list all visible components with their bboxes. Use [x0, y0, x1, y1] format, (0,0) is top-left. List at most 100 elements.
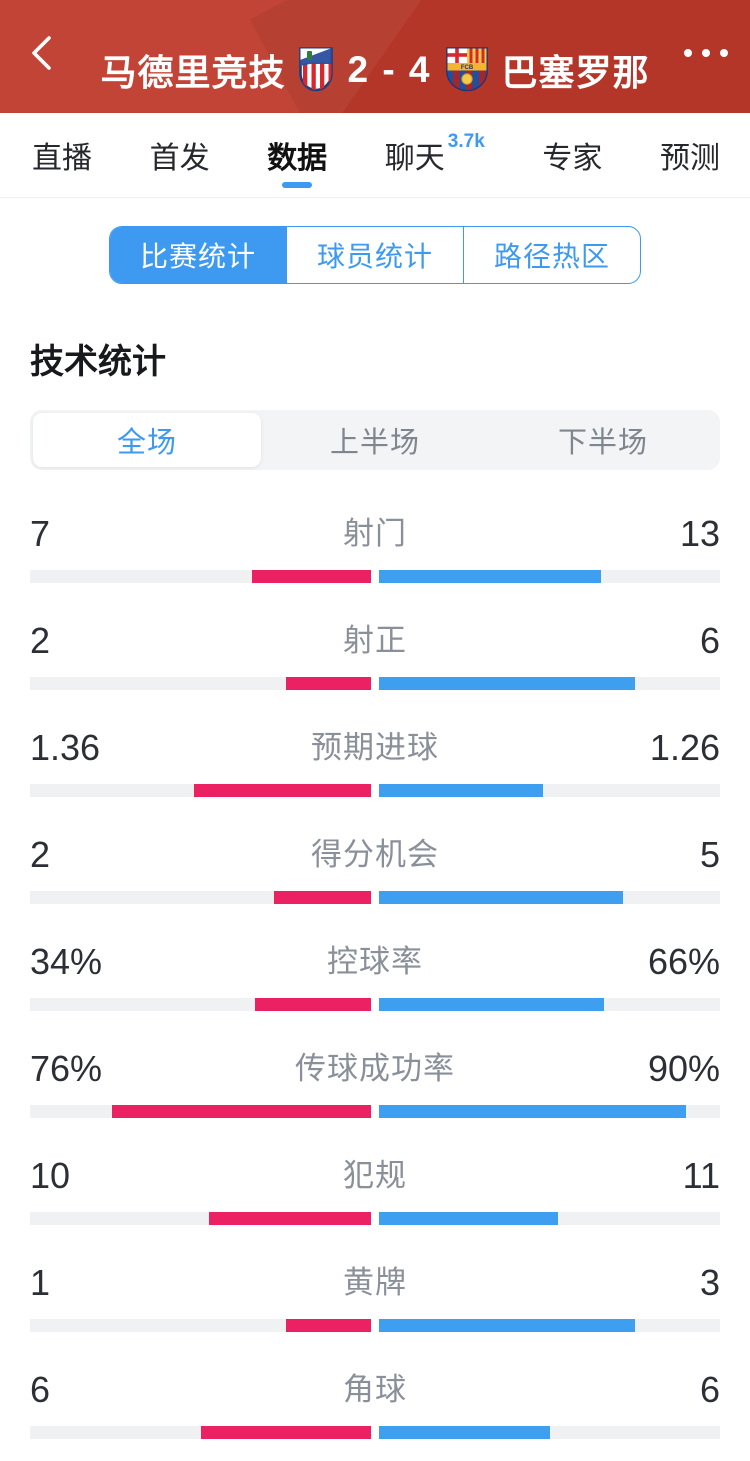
- tab-data[interactable]: 数据: [267, 113, 327, 197]
- away-bar-track: [379, 1319, 720, 1332]
- subtab-player-stats[interactable]: 球员统计: [286, 227, 463, 283]
- stat-values: 2 射正 6: [30, 619, 720, 663]
- home-bar-fill: [200, 1426, 371, 1439]
- home-bar-track: [30, 784, 371, 797]
- subtab-heatmap[interactable]: 路径热区: [463, 227, 640, 283]
- stat-row: 34% 控球率 66%: [30, 940, 720, 1011]
- away-bar-track: [379, 998, 720, 1011]
- stat-label: 传球成功率: [295, 1051, 455, 1086]
- home-bar-fill: [285, 1319, 371, 1332]
- stat-label: 预期进球: [311, 730, 439, 765]
- home-value: 1.36: [30, 727, 101, 768]
- away-value: 66%: [647, 941, 720, 982]
- period-second-half[interactable]: 下半场: [557, 427, 648, 459]
- back-button[interactable]: [24, 33, 58, 73]
- more-button[interactable]: [680, 33, 732, 73]
- tab-lineup[interactable]: 首发: [150, 113, 210, 197]
- home-value: 6: [30, 1369, 51, 1410]
- stat-row: 6 角球 6: [30, 1368, 720, 1439]
- away-bar-fill: [379, 1426, 550, 1439]
- away-value: 13: [679, 513, 720, 554]
- away-bar-fill: [379, 677, 635, 690]
- stat-values: 6 角球 6: [30, 1368, 720, 1412]
- home-value: 7: [30, 513, 51, 554]
- home-bar-fill: [285, 677, 371, 690]
- away-bar-fill: [379, 570, 601, 583]
- away-bar-fill: [379, 784, 543, 797]
- stat-label: 射正: [343, 623, 407, 658]
- away-bar-fill: [379, 891, 623, 904]
- home-bar-track: [30, 891, 371, 904]
- stat-row: 10 犯规 11: [30, 1154, 720, 1225]
- stat-values: 1 黄牌 3: [30, 1261, 720, 1305]
- home-team-name: 马德里竞技: [100, 51, 286, 93]
- stat-values: 34% 控球率 66%: [30, 940, 720, 984]
- home-value: 34%: [30, 941, 103, 982]
- tab-label: 直播: [32, 142, 92, 175]
- home-value: 1: [30, 1262, 51, 1303]
- chevron-left-icon: [32, 35, 51, 70]
- tab-label: 首发: [149, 142, 210, 175]
- stat-values: 7 射门 13: [30, 512, 720, 556]
- match-header: 马德里竞技 2 - 4: [0, 0, 750, 113]
- away-value: 90%: [647, 1048, 720, 1089]
- home-value: 10: [30, 1155, 71, 1196]
- stat-values: 76% 传球成功率 90%: [30, 1047, 720, 1091]
- score: 2 - 4: [347, 48, 432, 90]
- away-bar-fill: [379, 998, 605, 1011]
- stat-bar: [30, 1319, 720, 1332]
- tab-label: 数据: [267, 142, 328, 175]
- stat-label: 得分机会: [311, 837, 439, 872]
- barcelona-crest-icon: FCB: [445, 47, 488, 92]
- away-value: 11: [682, 1155, 720, 1196]
- period-full[interactable]: 全场: [33, 413, 261, 467]
- home-bar-fill: [255, 998, 371, 1011]
- away-value: 3: [699, 1262, 720, 1303]
- atletico-madrid-crest-icon: [299, 47, 334, 92]
- away-value: 1.26: [649, 727, 720, 768]
- tab-label: 预测: [659, 142, 720, 175]
- main-tab-bar: 直播 首发 数据 聊天 3.7k 专家 预测: [0, 113, 750, 198]
- stat-row: 76% 传球成功率 90%: [30, 1047, 720, 1118]
- stat-values: 1.36 预期进球 1.26: [30, 726, 720, 770]
- tab-predict[interactable]: 预测: [660, 113, 720, 197]
- away-bar-fill: [379, 1319, 635, 1332]
- away-team-name: 巴塞罗那: [501, 51, 650, 93]
- home-bar-track: [30, 1426, 371, 1439]
- stats-list: 7 射门 13 2 射正 6 1.3: [30, 512, 720, 1439]
- home-bar-fill: [208, 1212, 371, 1225]
- stat-bar: [30, 677, 720, 690]
- stat-bar: [30, 1105, 720, 1118]
- tab-label: 专家: [542, 142, 603, 175]
- stat-label: 角球: [343, 1372, 407, 1407]
- stat-row: 1.36 预期进球 1.26: [30, 726, 720, 797]
- away-bar-fill: [379, 1212, 558, 1225]
- stat-row: 7 射门 13: [30, 512, 720, 583]
- home-bar-track: [30, 998, 371, 1011]
- home-value: 2: [30, 620, 51, 661]
- tab-expert[interactable]: 专家: [542, 113, 602, 197]
- home-bar-track: [30, 570, 371, 583]
- stat-bar: [30, 998, 720, 1011]
- subtab-match-stats[interactable]: 比赛统计: [110, 227, 286, 283]
- tab-live[interactable]: 直播: [32, 113, 92, 197]
- away-bar-track: [379, 570, 720, 583]
- stat-values: 2 得分机会 5: [30, 833, 720, 877]
- home-bar-track: [30, 677, 371, 690]
- stat-label: 犯规: [343, 1158, 407, 1193]
- home-bar-track: [30, 1319, 371, 1332]
- stat-row: 1 黄牌 3: [30, 1261, 720, 1332]
- home-bar-fill: [194, 784, 371, 797]
- stat-row: 2 得分机会 5: [30, 833, 720, 904]
- home-bar-track: [30, 1105, 371, 1118]
- stats-segment-control: 比赛统计 球员统计 路径热区: [109, 226, 641, 284]
- tab-chat[interactable]: 聊天 3.7k: [385, 113, 485, 197]
- ellipsis-icon: [684, 48, 728, 57]
- away-bar-track: [379, 1105, 720, 1118]
- away-value: 5: [699, 834, 720, 875]
- home-value: 2: [30, 834, 51, 875]
- period-first-half[interactable]: 上半场: [329, 427, 420, 459]
- away-bar-track: [379, 891, 720, 904]
- stat-bar: [30, 784, 720, 797]
- stat-bar: [30, 1426, 720, 1439]
